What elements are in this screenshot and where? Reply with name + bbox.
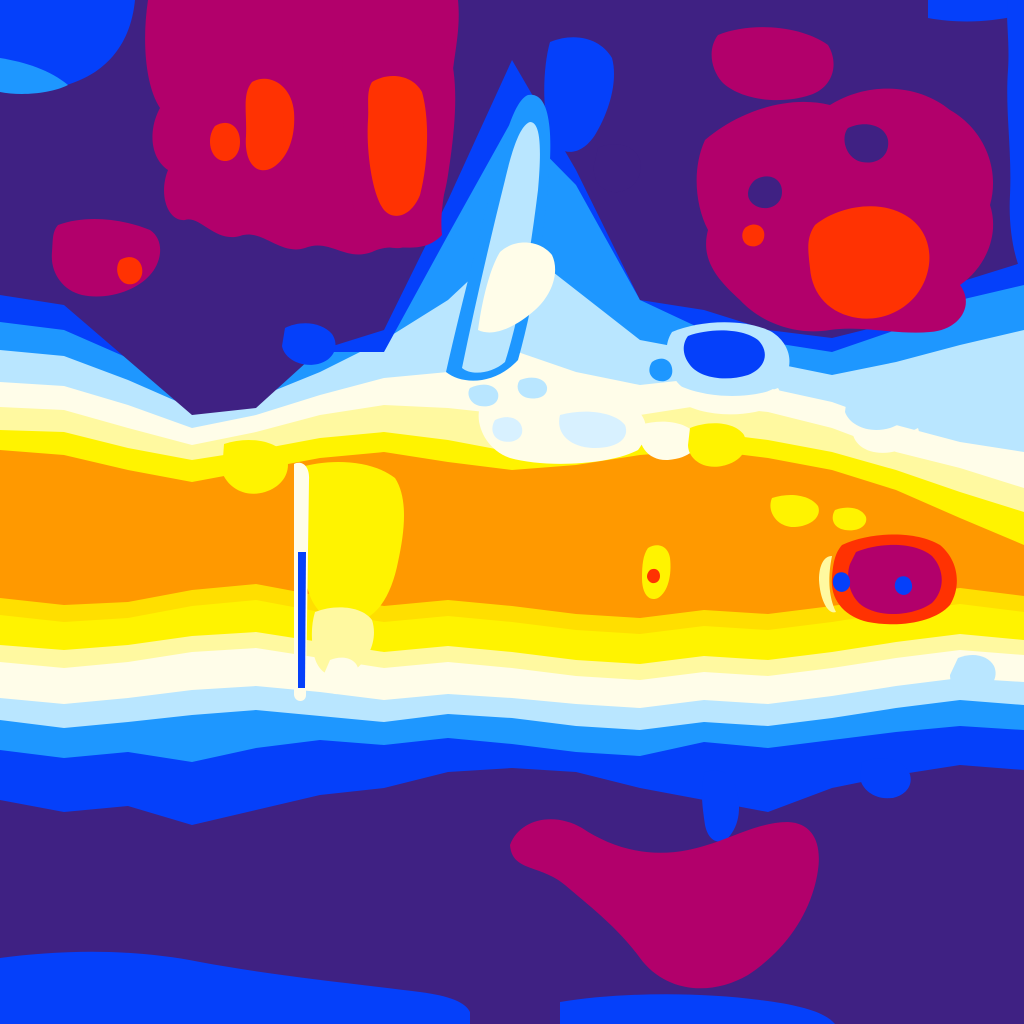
antarctic-peninsula-blue [701, 770, 740, 842]
caspian-azure-dot [649, 358, 673, 382]
india-yellow [688, 423, 746, 467]
scandinavia-purple-patch [593, 144, 641, 193]
japan-lightblue-pocket [845, 383, 911, 431]
antarctic-magenta-blob [510, 819, 819, 989]
canada-red-core [245, 78, 295, 171]
midlatitude-features [468, 322, 919, 464]
siberia-purple-hole-1 [844, 124, 889, 163]
rightedge-blue-strip [1007, 0, 1024, 278]
topright-blue-strip [928, 0, 1024, 22]
tibet-ivory-fringe [678, 385, 781, 415]
patagonia-ivory-tip [323, 657, 359, 695]
madagascar-red-dot [647, 568, 660, 584]
japan-ivory-fringe [852, 428, 919, 453]
scandinavia-ivory-core [478, 242, 556, 333]
siberia-purple-hole-2 [748, 176, 782, 209]
bottomleft-blue-corner [0, 951, 470, 1024]
siberia-red-small [742, 224, 765, 247]
indonesia-yellow-1 [770, 494, 819, 528]
bottomcenter-blue-pocket [560, 994, 835, 1024]
southern-features [0, 534, 996, 1024]
great-lakes-blue [282, 323, 336, 365]
alaska-red-dot [117, 257, 143, 285]
newzealand-lightblue [950, 654, 996, 695]
antarctic-blue-notch [860, 758, 911, 799]
andes-blue-segment [298, 552, 306, 688]
tropical-features [222, 423, 867, 701]
mexico-yellow [222, 439, 288, 494]
canada-red-core-small [209, 122, 240, 162]
siberia-red-core [808, 206, 930, 319]
med-lightblue-patch-1 [468, 384, 499, 407]
arctic-features [0, 0, 1024, 381]
amazon-yellow [295, 462, 404, 624]
sahara-paleblue-patch-2 [492, 417, 523, 442]
australia-magenta-core [848, 544, 942, 615]
siberia-magenta-north [711, 27, 834, 101]
tibet-blue-core [683, 330, 765, 379]
australia-blue-dot-2 [894, 576, 913, 595]
arabia-ivory-patch [639, 421, 697, 461]
greenland-red-core [367, 76, 428, 216]
med-lightblue-patch-2 [517, 377, 548, 399]
sahara-paleblue-patch-1 [559, 411, 627, 448]
australia-paleyellow-fringe [819, 556, 836, 613]
indonesia-yellow-2 [832, 507, 867, 531]
australia-blue-dot-1 [832, 572, 851, 592]
norway-blue-pocket [544, 37, 615, 152]
bering-azure-fringe [0, 58, 68, 94]
argentina-paleyellow [311, 607, 374, 677]
